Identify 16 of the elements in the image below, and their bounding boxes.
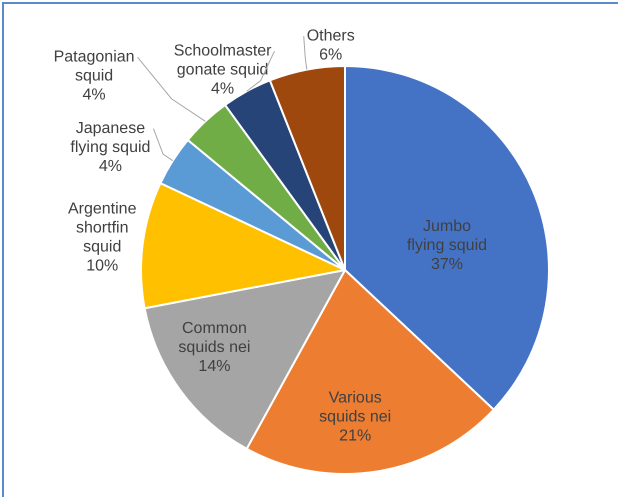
slice-label: Others [306,28,355,45]
slice-label: Japanese flying squid [70,120,150,156]
data-label: 6% [319,46,342,64]
data-label: 4% [211,80,234,98]
slice-label: Jumbo flying squid [406,218,488,254]
slice-label: Common squids nei [178,320,250,356]
slice-label: Various squids nei [319,389,392,426]
data-label: 14% [198,358,230,375]
data-label: 4% [82,86,106,104]
data-label: 4% [98,158,122,176]
slice-label: Schoolmaster gonate squid [174,42,272,78]
data-label: 10% [86,257,118,274]
slice-label: Patagonian squid [54,48,135,85]
slice-label: Argentine shortfin squid [68,200,137,256]
data-label: 37% [430,256,464,273]
data-label: 21% [339,427,372,444]
